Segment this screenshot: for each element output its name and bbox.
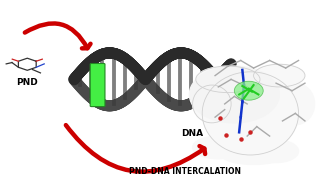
Ellipse shape <box>189 66 279 123</box>
Ellipse shape <box>254 140 299 163</box>
Ellipse shape <box>234 81 263 100</box>
Ellipse shape <box>276 83 315 125</box>
Ellipse shape <box>193 85 231 123</box>
Text: DNA: DNA <box>182 129 204 139</box>
Ellipse shape <box>202 72 299 155</box>
Ellipse shape <box>196 66 260 93</box>
Text: PND: PND <box>16 78 38 88</box>
Ellipse shape <box>221 146 286 164</box>
Ellipse shape <box>193 136 244 159</box>
FancyBboxPatch shape <box>90 64 105 107</box>
Text: PND-DNA INTERCALATION: PND-DNA INTERCALATION <box>129 167 240 176</box>
Ellipse shape <box>254 64 305 87</box>
